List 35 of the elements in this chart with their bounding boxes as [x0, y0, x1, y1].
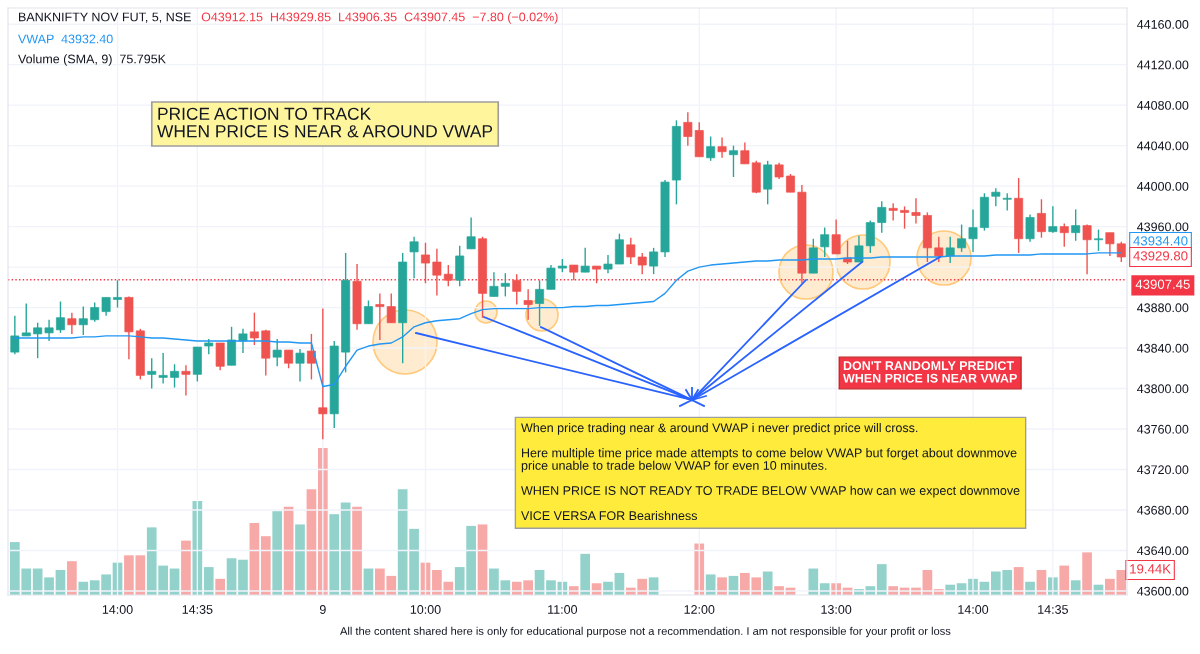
y-tick-label: 43800.00: [1137, 384, 1189, 394]
annotation: Volume (SMA, 9) 75.795K: [18, 54, 166, 66]
ref-line-label: 43907.45: [1135, 279, 1190, 289]
y-tick-label: 43840.00: [1137, 343, 1189, 353]
y-tick-label: 43600.00: [1137, 586, 1189, 596]
chart-subtitle: O43912.15 H43929.85 L43906.35 C43907.45 −7.80 (−0.02%): [201, 12, 558, 24]
x-tick-label: 9: [319, 605, 326, 614]
y-tick-label: 43960.00: [1137, 222, 1189, 232]
y-tick-label: 44160.00: [1137, 19, 1189, 29]
x-tick-label: 14:35: [1038, 605, 1068, 614]
y-tick-label: 43720.00: [1137, 465, 1189, 475]
text: 19.44K: [1130, 564, 1171, 574]
x-tick-label: 12:00: [684, 605, 715, 614]
annotation: PRICE ACTION TO TRACK WHEN PRICE IS NEAR & AROUND VWAP: [157, 107, 493, 138]
y-tick-label: 44000.00: [1137, 181, 1189, 191]
text: All the content shared here is only for educational purpose not a recommendation. I am not responsible for your profit or loss: [340, 626, 951, 638]
x-tick-label: 13:00: [821, 605, 852, 614]
annotation: DON'T RANDOMLY PREDICT WHEN PRICE IS NEAR VWAP: [843, 361, 1017, 383]
y-tick-label: 43680.00: [1137, 505, 1189, 515]
y-tick-label: 44040.00: [1137, 141, 1189, 151]
x-tick-label: 14:35: [182, 605, 213, 614]
annotation: When price trading near & around VWAP i never predict price will cross. Here multiple time price made attempts to come below VWAP but forget about downmove price unable to trade below VWAP for even 10 minutes. WHEN PRICE IS NOT READY TO TRADE BELOW VWAP how can we expect downmove VICE VERSA FOR Bearishness: [521, 423, 1020, 521]
y-tick-label: 44080.00: [1137, 100, 1189, 110]
y-tick-label: 43760.00: [1137, 424, 1189, 434]
y-tick-label: 44120.00: [1137, 60, 1189, 70]
x-tick-label: 14:00: [102, 605, 133, 614]
text: 43929.80: [1133, 251, 1188, 261]
x-tick-label: 10:00: [410, 605, 441, 614]
y-tick-label: 43880.00: [1137, 303, 1189, 313]
y-tick-label: 43640.00: [1137, 546, 1189, 556]
text: 43934.40: [1133, 236, 1188, 246]
chart-title: BANKNIFTY NOV FUT, 5, NSE: [19, 12, 191, 23]
x-tick-label: 14:00: [958, 605, 989, 614]
annotation: VWAP 43932.40: [18, 34, 113, 44]
x-tick-label: 11:00: [548, 605, 578, 614]
